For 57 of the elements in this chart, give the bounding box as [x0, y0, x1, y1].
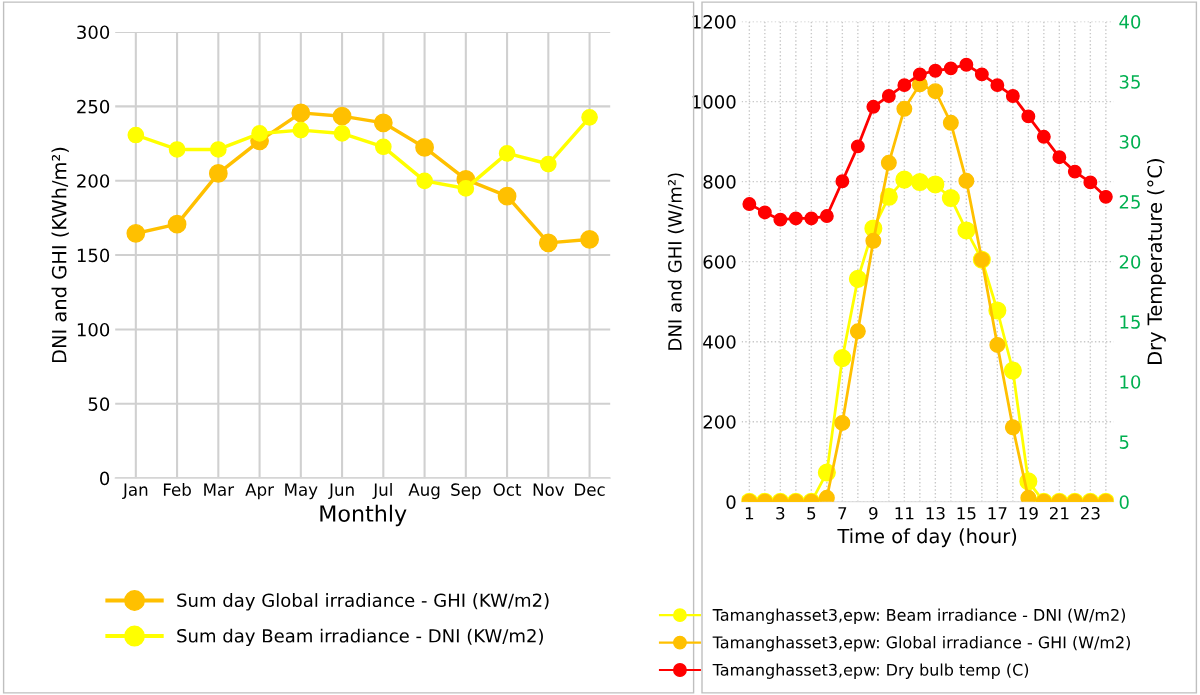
y-tick-label: 0 [100, 471, 110, 486]
y-tick-label: 150 [77, 248, 110, 263]
x-tick-label: 17 [988, 507, 1007, 520]
y2-tick-label: 35 [1119, 75, 1140, 89]
legend-label: Tamanghasset3,epw: Dry bulb temp (C) [712, 663, 1029, 679]
x-tick-label: Apr [245, 483, 274, 500]
y-tick-label: 1000 [692, 95, 736, 109]
x-tick-label: 21 [1049, 506, 1069, 520]
y-tick-label: 50 [88, 397, 110, 411]
x-tick-label: 3 [776, 506, 785, 520]
y-tick-label: 250 [77, 99, 110, 114]
x-tick-label: May [285, 483, 318, 500]
x-tick-label: Dec [575, 483, 605, 496]
y-tick-label: 1200 [692, 15, 736, 29]
y2-tick-label: 0 [1119, 495, 1129, 509]
x-tick-label: Feb [163, 483, 191, 496]
x-tick-label: Aug [408, 483, 440, 500]
legend-label: Tamanghasset3,epw: Beam irradiance - DNI (W/m2) [712, 608, 1126, 625]
x-tick-label: 13 [926, 506, 945, 520]
x-tick-label: 9 [869, 506, 878, 520]
x-tick-label: 7 [838, 507, 847, 520]
y-tick-label: 300 [77, 25, 110, 40]
x-tick-label: Oct [493, 483, 522, 496]
y-tick-label: 200 [703, 415, 736, 429]
legend-label: Sum day Global irradiance - GHI (KW/m2) [177, 593, 549, 611]
x-tick-label: Jul [372, 483, 392, 500]
y2-tick-label: 10 [1120, 375, 1141, 389]
y-tick-label: 200 [77, 174, 110, 188]
y-tick-label: 100 [77, 322, 110, 337]
y-axis-title: DNI and GHI (W/m²) [667, 173, 684, 350]
y-tick-label: 0 [726, 495, 736, 509]
y2-tick-label: 20 [1119, 255, 1141, 269]
x-tick-label: Mar [204, 483, 235, 496]
y2-tick-label: 25 [1119, 195, 1140, 209]
x-tick-label: 5 [807, 507, 816, 520]
x-tick-label: 11 [895, 507, 914, 520]
x-tick-label: 15 [957, 507, 976, 520]
x-axis-title: Time of day (hour) [837, 528, 1017, 548]
x-tick-label: Sep [451, 483, 481, 500]
y2-tick-label: 30 [1119, 135, 1141, 149]
x-tick-label: 23 [1080, 506, 1100, 520]
legend-label: Tamanghasset3,epw: Global irradiance - GHI (W/m2) [712, 636, 1130, 652]
y-tick-label: 600 [703, 255, 736, 269]
x-tick-label: Nov [533, 483, 565, 496]
x-axis-title: Monthly [320, 504, 407, 527]
y2-tick-label: 40 [1119, 15, 1141, 29]
x-tick-label: Jan [122, 483, 148, 500]
y-tick-label: 400 [703, 335, 736, 349]
x-tick-label: 19 [1019, 506, 1038, 520]
legend-label: Sum day Beam irradiance - DNI (KW/m2) [177, 628, 543, 647]
x-tick-label: Jun [328, 483, 354, 500]
y2-axis-title: Dry Temperature (°C) [1147, 159, 1166, 364]
y-tick-label: 800 [703, 175, 736, 189]
y2-tick-label: 5 [1119, 435, 1129, 449]
y-axis-title: DNI and GHI (KWh/m²) [51, 147, 69, 363]
y2-tick-label: 15 [1120, 315, 1140, 329]
x-tick-label: 1 [745, 507, 754, 520]
